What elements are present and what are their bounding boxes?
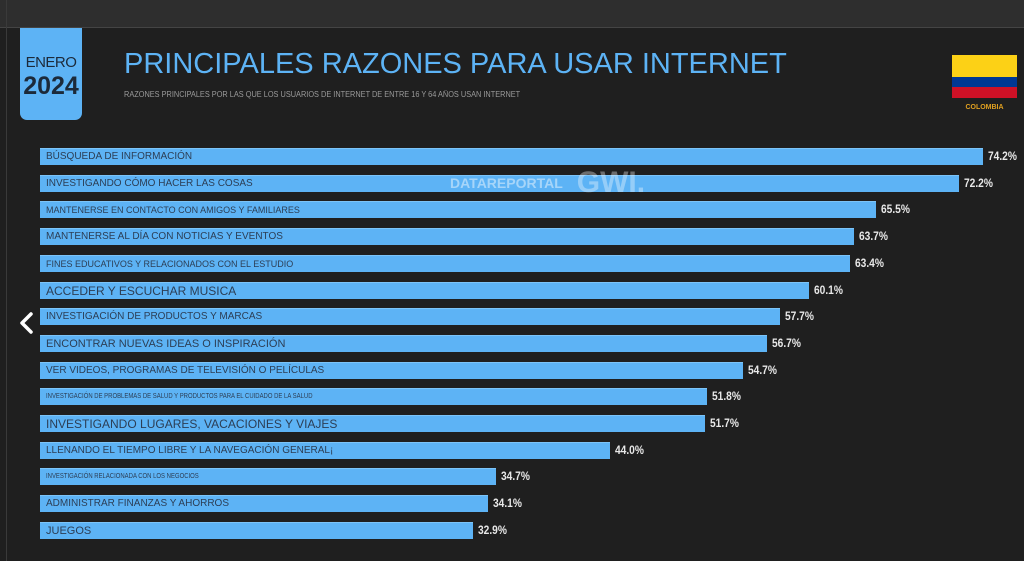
date-badge: ENERO 2024	[20, 28, 82, 120]
bar: BÚSQUEDA DE INFORMACIÓN	[40, 148, 984, 165]
value-label: 34.1%	[493, 496, 523, 511]
value-label: 51.7%	[710, 416, 740, 430]
bar-label: ADMINISTRAR FINANZAS Y AHORROS	[46, 498, 229, 510]
bar: INVESTIGACIÓN DE PRODUCTOS Y MARCAS	[40, 308, 780, 326]
bar-label: ACCEDER Y ESCUCHAR MUSICA	[46, 283, 237, 298]
chevron-left-icon[interactable]	[16, 310, 38, 336]
bar: JUEGOS	[40, 521, 474, 539]
bar: INVESTIGANDO LUGARES, VACACIONES Y VIAJE…	[40, 415, 706, 432]
value-label: 63.7%	[858, 229, 888, 244]
bar-label: INVESTIGANDO LUGARES, VACACIONES Y VIAJE…	[46, 417, 338, 431]
value-label: 65.5%	[880, 202, 910, 217]
value-label: 32.9%	[478, 522, 508, 537]
bar: LLENANDO EL TIEMPO LIBRE Y LA NAVEGACIÓN…	[40, 441, 611, 459]
bar: FINES EDUCATIVOS Y RELACIONADOS CON EL E…	[40, 254, 850, 272]
country-label: COLOMBIA	[965, 104, 1004, 111]
value-label: 34.7%	[500, 469, 530, 484]
bar: INVESTIGACIÓN DE PROBLEMAS DE SALUD Y PR…	[40, 388, 707, 406]
bar: INVESTIGANDO CÓMO HACER LAS COSAS	[40, 174, 959, 192]
date-year: 2024	[23, 72, 79, 100]
bar: ENCONTRAR NUEVAS IDEAS O INSPIRACIÓN	[40, 334, 768, 352]
top-bar	[0, 0, 1024, 28]
value-label: 44.0%	[615, 442, 645, 457]
bar-label: INVESTIGACIÓN RELACIONADA CON LOS NEGOCI…	[46, 473, 199, 481]
bar-label: INVESTIGANDO CÓMO HACER LAS COSAS	[46, 177, 253, 189]
bar: INVESTIGACIÓN RELACIONADA CON LOS NEGOCI…	[40, 468, 496, 486]
bar-label: INVESTIGACIÓN DE PROBLEMAS DE SALUD Y PR…	[46, 393, 313, 401]
bar: MANTENERSE AL DÍA CON NOTICIAS Y EVENTOS	[40, 228, 854, 246]
value-label: 63.4%	[854, 255, 884, 270]
bar: ACCEDER Y ESCUCHAR MUSICA	[40, 281, 810, 299]
page-subtitle: RAZONES PRINCIPALES POR LAS QUE LOS USUA…	[124, 90, 521, 99]
divider	[6, 0, 7, 561]
bar-label: MANTENERSE EN CONTACTO CON AMIGOS Y FAMI…	[46, 205, 300, 216]
colombia-flag-icon	[952, 55, 1017, 98]
value-label: 74.2%	[988, 149, 1018, 163]
value-label: 72.2%	[963, 175, 993, 190]
value-label: 57.7%	[784, 309, 814, 324]
bar-label: FINES EDUCATIVOS Y RELACIONADOS CON EL E…	[46, 258, 294, 269]
bar-label: INVESTIGACIÓN DE PRODUCTOS Y MARCAS	[46, 311, 263, 323]
bar-label: MANTENERSE AL DÍA CON NOTICIAS Y EVENTOS	[46, 231, 283, 243]
bar: ADMINISTRAR FINANZAS Y AHORROS	[40, 495, 489, 513]
value-label: 54.7%	[747, 362, 777, 377]
bar-label: ENCONTRAR NUEVAS IDEAS O INSPIRACIÓN	[46, 337, 286, 350]
bar: MANTENERSE EN CONTACTO CON AMIGOS Y FAMI…	[40, 201, 876, 219]
value-label: 51.8%	[711, 389, 741, 404]
value-label: 60.1%	[814, 282, 844, 297]
bar-label: BÚSQUEDA DE INFORMACIÓN	[46, 151, 193, 162]
date-month: ENERO	[25, 54, 77, 71]
bar-label: JUEGOS	[46, 524, 92, 537]
bar: VER VIDEOS, PROGRAMAS DE TELEVISIÓN O PE…	[40, 361, 743, 379]
bar-label: VER VIDEOS, PROGRAMAS DE TELEVISIÓN O PE…	[46, 364, 325, 376]
value-label: 56.7%	[772, 335, 802, 350]
page-title: PRINCIPALES RAZONES PARA USAR INTERNET	[124, 48, 787, 80]
bar-label: LLENANDO EL TIEMPO LIBRE Y LA NAVEGACIÓN…	[46, 444, 334, 456]
